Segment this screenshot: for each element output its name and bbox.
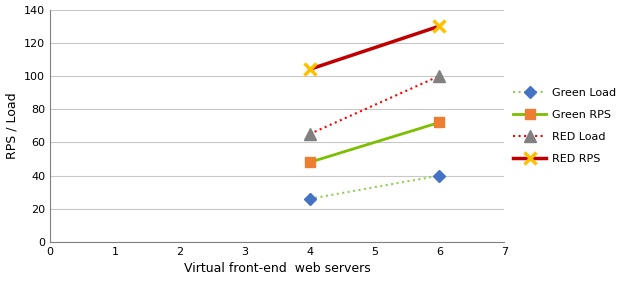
RED Load (306, 132, 313, 136)
Line: RED RPS: RED RPS (303, 20, 446, 76)
Green Load (306, 197, 313, 201)
Line: RED Load: RED Load (304, 71, 445, 140)
Line: Green RPS: Green RPS (305, 118, 444, 167)
RED RPS (306, 68, 313, 71)
Y-axis label: RPS / Load: RPS / Load (6, 92, 19, 159)
Legend: Green Load, Green RPS, RED Load, RED RPS: Green Load, Green RPS, RED Load, RED RPS (510, 84, 619, 167)
Green Load (436, 174, 443, 177)
Green RPS (436, 121, 443, 124)
RED RPS (436, 24, 443, 28)
Green RPS (306, 161, 313, 164)
RED Load (436, 74, 443, 78)
Line: Green Load: Green Load (306, 171, 444, 203)
X-axis label: Virtual front-end  web servers: Virtual front-end web servers (184, 262, 371, 275)
